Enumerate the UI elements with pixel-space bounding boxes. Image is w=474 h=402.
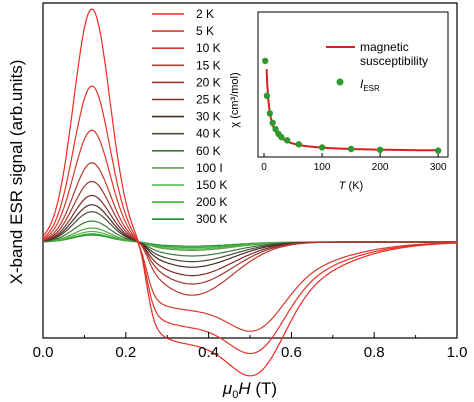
legend-label-1: 5 K: [196, 24, 214, 38]
legend-label-2: 10 K: [196, 41, 221, 55]
x-tick-label-4: 0.8: [364, 344, 385, 361]
x-axis-title: μ0H (T): [222, 379, 277, 401]
series-lines: [42, 8, 458, 377]
series-line-5-K: [42, 85, 458, 355]
inset-content: 0 100 200 300: [261, 57, 447, 173]
legend-label-8: 60 K: [196, 144, 221, 158]
inset-point-8: [295, 141, 302, 148]
inset-point-2: [266, 110, 273, 117]
x-tick-label-1: 0.2: [115, 344, 136, 361]
inset-x-tick-label-0: 0: [261, 162, 267, 173]
inset-point-11: [376, 146, 384, 153]
legend-label-10: 150 K: [196, 178, 227, 192]
inset-point-6: [278, 133, 285, 141]
inset-legend-label-1: magnetic: [360, 40, 409, 54]
legend-label-7: 40 K: [196, 127, 221, 141]
legend-label-12: 300 K: [196, 212, 227, 226]
inset-point-3: [269, 119, 276, 127]
x-tick-label-2: 0.4: [198, 344, 219, 361]
inset-legend-label-2: susceptibility: [360, 54, 428, 68]
legend-label-9: 100 I: [196, 161, 223, 175]
x-tick-label-3: 0.6: [281, 344, 302, 361]
legend-label-11: 200 K: [196, 195, 227, 209]
legend: 2 K 5 K 10 K 15 K 20 K 25 K 30 K 40 K 60 K 100 I 1…: [152, 7, 227, 226]
inset-x-tick-label-1: 100: [314, 162, 331, 173]
inset-point-7: [284, 137, 291, 144]
inset-x-tick-label-2: 200: [372, 162, 389, 173]
inset-y-title: χ (cm³/mol): [229, 72, 241, 127]
legend-label-3: 15 K: [196, 58, 221, 72]
inset-plot: 0 100 200 300 χ (cm³/mol) T (K) magnetic su…: [229, 11, 449, 192]
x-axis-ticks: 0.0 0.2 0.4 0.6 0.8 1.0: [33, 332, 468, 361]
inset-legend-marker: [336, 78, 344, 86]
series-line-15-K: [42, 162, 457, 296]
inset-legend-label-esr: IESR: [360, 77, 380, 93]
x-tick-label-5: 1.0: [447, 344, 468, 361]
legend-label-0: 2 K: [196, 7, 214, 21]
x-tick-label-0: 0.0: [33, 344, 54, 361]
inset-point-12: [435, 147, 442, 154]
inset-point-9: [318, 144, 326, 151]
legend-label-4: 20 K: [196, 75, 221, 89]
inset-x-title: T (K): [339, 180, 363, 192]
inset-point-0: [262, 57, 269, 65]
legend-label-5: 25 K: [196, 93, 221, 107]
inset-frame: [257, 11, 449, 158]
inset-x-tick-label-3: 300: [430, 162, 447, 173]
inset-point-10: [347, 145, 355, 153]
series-line-2-K: [42, 8, 457, 377]
inset-point-4: [272, 126, 279, 133]
inset-point-1: [263, 92, 271, 100]
series-line-10-K: [42, 129, 458, 332]
legend-label-6: 30 K: [196, 110, 221, 124]
y-axis-title: X-band ESR signal (arb.units): [7, 60, 26, 285]
